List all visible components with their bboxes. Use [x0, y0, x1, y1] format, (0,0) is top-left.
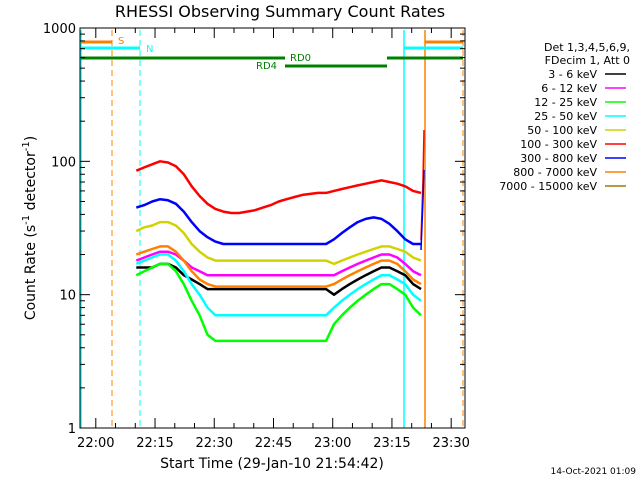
- series-line-0: [136, 262, 422, 296]
- legend-label-7: 800 - 7000 keV: [513, 166, 597, 179]
- y-tick-label-2: 100: [51, 155, 76, 170]
- x-tick-label-2: 22:30: [196, 436, 233, 451]
- y-axis-label: Count Rate (s-1 detector-1): [21, 136, 39, 320]
- x-tick-label-4: 23:00: [314, 436, 351, 451]
- legend-label-1: 6 - 12 keV: [541, 82, 597, 95]
- x-tick-label-3: 22:45: [255, 436, 292, 451]
- series-line-5: [135, 160, 422, 215]
- chart-title: RHESSI Observing Summary Count Rates: [115, 2, 445, 21]
- series-line-6: [135, 197, 421, 246]
- legend-label-6: 300 - 800 keV: [520, 152, 597, 165]
- legend-header-1: FDecim 1, Att 0: [545, 54, 630, 67]
- legend-label-8: 7000 - 15000 keV: [499, 180, 597, 193]
- annotation-s: S: [118, 36, 124, 47]
- y-tick-label-1: 10: [59, 289, 76, 304]
- axes-layer: 1 10 100 1000 22:00 22:15 22:30 22:45 23:00 23:15…: [43, 22, 470, 451]
- flare-rise-300-800: [420, 169, 425, 251]
- plot-frame: [79, 27, 466, 429]
- legend-label-5: 100 - 300 keV: [520, 138, 597, 151]
- annotation-n: N: [146, 44, 153, 55]
- legend-header-0: Det 1,3,4,5,6,9,: [544, 41, 630, 54]
- footer-date: 14-Oct-2021 01:09: [551, 467, 637, 477]
- series-line-7: [135, 245, 422, 288]
- x-tick-label-5: 23:15: [373, 436, 410, 451]
- y-tick-label-0: 1: [68, 422, 76, 437]
- legend: Det 1,3,4,5,6,9,FDecim 1, Att 03 - 6 keV…: [499, 41, 630, 193]
- x-tick-label-1: 22:15: [136, 436, 173, 451]
- series-line-2: [135, 262, 422, 343]
- y-axis-label-sup2: -1: [21, 141, 32, 151]
- series-line-3: [135, 253, 422, 317]
- y-axis-label-tail: detector: [23, 151, 39, 215]
- marks-layer: S N RD0 RD4: [80, 30, 464, 428]
- series-line-4: [135, 220, 422, 266]
- plot-area: S N RD0 RD4: [80, 30, 464, 428]
- annotation-rd4: RD4: [256, 61, 277, 72]
- x-tick-label-6: 23:30: [432, 436, 469, 451]
- legend-label-3: 25 - 50 keV: [534, 110, 597, 123]
- y-axis-label-sup: -1: [21, 215, 32, 225]
- legend-label-0: 3 - 6 keV: [548, 68, 597, 81]
- legend-label-4: 50 - 100 keV: [527, 124, 597, 137]
- legend-label-2: 12 - 25 keV: [534, 96, 597, 109]
- x-axis-label: Start Time (29-Jan-10 21:54:42): [160, 456, 384, 472]
- y-tick-label-3: 1000: [43, 22, 76, 37]
- y-axis-label-close: ): [23, 136, 39, 141]
- x-tick-label-0: 22:00: [77, 436, 114, 451]
- annotation-rd0: RD0: [290, 53, 311, 64]
